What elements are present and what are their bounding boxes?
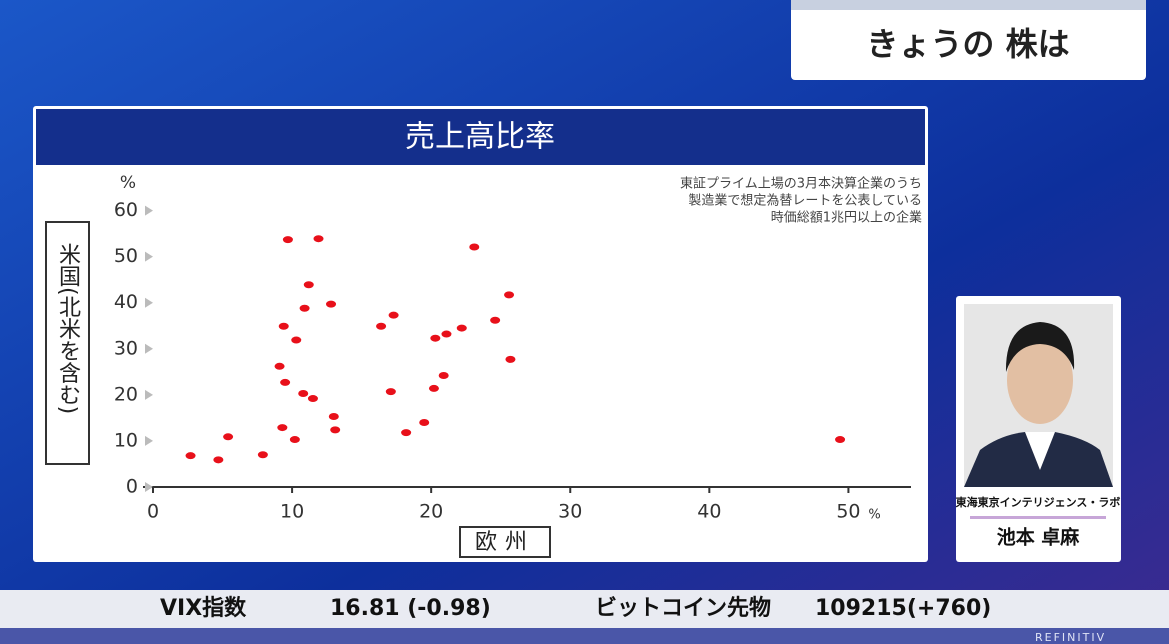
point [307,395,318,403]
ticker-label: VIX指数 [160,595,247,621]
x-tick-label: 40 [697,501,721,523]
chart-title: 売上高比率 [405,120,555,155]
note-line: 時価総額1兆円以上の企業 [771,210,922,226]
y-tick-mark [145,205,153,216]
note-line: 製造業で想定為替レートを公表している [688,193,922,209]
point [419,419,430,427]
y-tick-label: 20 [114,383,138,405]
brand: REFINITIV [1035,631,1106,644]
ticker-value: 109215(+760) [815,596,991,621]
x-tick-label: 20 [419,501,443,523]
point [505,355,516,363]
point [456,324,467,332]
note-line: 東証プライム上場の3月本決算企業のうち [680,176,922,192]
point [289,436,300,444]
point [291,336,302,344]
point [282,236,293,244]
header-strip [791,0,1146,10]
point [257,451,268,459]
y-label-box [45,221,90,465]
point [330,426,341,434]
x-unit: % [868,508,880,523]
point [213,456,224,464]
point [303,281,314,289]
photo-shirt [1025,432,1055,470]
ticker-label: ビットコイン先物 [595,595,771,621]
x-tick-label: 30 [558,501,582,523]
y-tick-mark [145,435,153,446]
header-title: きょうの 株は [866,25,1069,63]
x-label-box [459,526,551,558]
point [385,388,396,396]
ticker-value: 16.81 (-0.98) [330,596,491,621]
point [388,311,399,319]
presenter-organization: 東海東京インテリジェンス・ラボ [956,495,1121,509]
chart-title-bar [36,109,925,165]
y-tick-mark [145,482,153,492]
point [277,424,288,432]
point [835,436,846,444]
chart-panel [33,106,928,562]
y-tick-mark [145,343,153,354]
y-tick-label: 10 [114,429,138,451]
point [223,433,234,441]
point [438,372,449,380]
y-tick-mark [145,389,153,400]
point [328,413,339,421]
point [504,291,515,299]
x-label: 欧州 [475,530,535,555]
y-tick-label: 0 [126,476,138,498]
ticker-bar [0,590,1169,628]
presenter-name: 池本 卓麻 [997,526,1081,549]
point [430,334,441,342]
y-tick-label: 40 [114,291,138,313]
y-tick-mark [145,251,153,262]
point [274,362,285,370]
plot: 0 10 20 30 40 50 60 0 10 20 30 40 50% [114,199,911,523]
point [376,322,387,330]
y-label: 米国(北米を含む) [55,243,81,414]
photo-hair [1005,322,1075,372]
point [469,243,480,251]
y-tick-mark [145,297,153,308]
x-tick-label: 10 [280,501,304,523]
point [278,322,289,330]
point [298,389,309,397]
point [313,235,324,243]
y-unit: % [120,173,136,193]
y-tick-label: 30 [114,337,138,359]
header-box [791,0,1146,80]
point [185,452,196,460]
y-tick-label: 50 [114,245,138,267]
presenter-divider [970,516,1106,519]
point [441,330,452,338]
chart-note: 東証プライム上場の3月本決算企業のうち製造業で想定為替レートを公表している時価総… [680,176,922,226]
photo-face [1007,336,1073,424]
x-tick-label: 50 [836,501,860,523]
point [280,378,291,386]
point [428,384,439,392]
point [326,300,337,308]
ticker-footer [0,628,1169,644]
point [299,304,310,312]
point [401,429,412,437]
y-tick-label: 60 [114,199,138,221]
x-tick-label: 0 [147,501,159,523]
point [490,316,501,324]
